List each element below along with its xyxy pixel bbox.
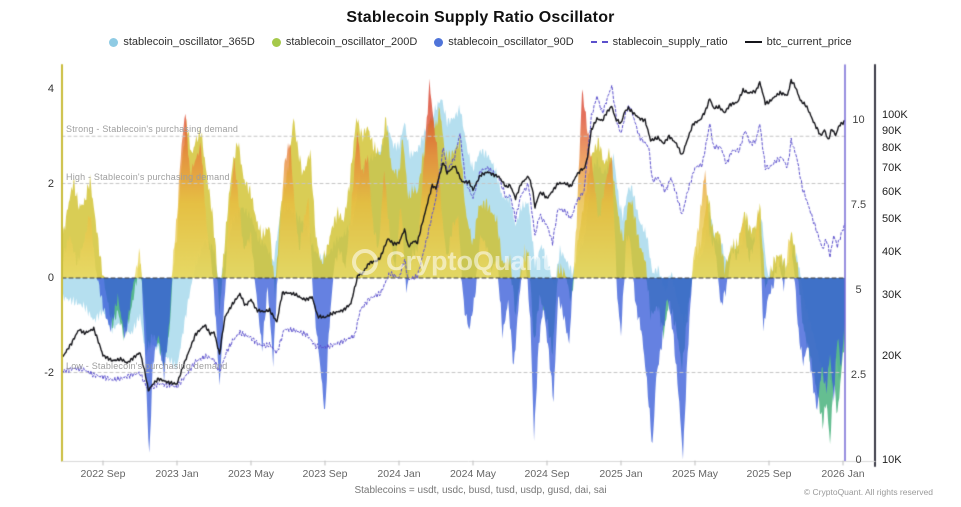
y-axis-tick-price: 50K [882,212,902,225]
legend-swatch-dot-icon [271,37,281,47]
x-axis-tick: 2024 Sep [524,468,570,480]
y-axis-tick-left: 0 [47,272,54,284]
x-axis-tick: 2024 Jan [377,468,421,480]
legend-label: stablecoin_oscillator_365D [123,36,255,48]
legend-label: stablecoin_oscillator_200D [285,36,418,48]
legend-swatch-dot-icon [434,37,444,47]
y-axis-tick-ratio: 7.5 [850,199,867,211]
x-axis-tick: 2023 May [227,468,275,480]
x-axis-tick: 2025 Jan [599,468,643,480]
legend-item-stablecoin_supply_ratio[interactable]: stablecoin_supply_ratio [590,36,728,48]
legend-item-btc_current_price[interactable]: btc_current_price [744,36,852,48]
threshold-label-high: High - Stablecoin's purchasing demand [66,171,230,182]
stablecoins-footnote: Stablecoins = usdt, usdc, busd, tusd, us… [354,485,607,496]
y-axis-tick-left: 4 [47,83,54,95]
y-axis-tick-price: 90K [882,124,902,137]
y-axis-tick-price: 60K [882,185,902,198]
legend-item-stablecoin_oscillator_365D[interactable]: stablecoin_oscillator_365D [109,36,255,48]
y-axis-tick-left: -2 [44,366,54,379]
legend-label: btc_current_price [766,36,852,48]
x-axis-tick: 2025 May [671,468,719,480]
y-axis-tick-price: 100K [882,109,908,121]
y-axis-tick-ratio: 5 [855,284,862,296]
legend-swatch-dash-icon [590,41,608,43]
x-axis-tick: 2025 Sep [746,468,792,480]
x-axis-tick: 2022 Sep [80,468,126,480]
copyright-text: © CryptoQuant. All rights reserved [803,487,933,497]
y-axis-tick-price: 20K [882,350,902,363]
threshold-label-low: Low - Stablecoin's purchasing demand [66,360,228,371]
legend-label: stablecoin_supply_ratio [612,36,728,48]
chart-legend: stablecoin_oscillator_365D stablecoin_osc… [0,36,961,48]
legend-item-stablecoin_oscillator_90D[interactable]: stablecoin_oscillator_90D [434,36,574,48]
legend-swatch-dot-icon [109,37,119,47]
y-axis-tick-price: 40K [882,246,902,259]
x-axis-tick: 2023 Jan [155,468,199,480]
y-axis-tick-left: 2 [47,177,54,190]
legend-swatch-line-icon [744,41,762,43]
y-axis-tick-price: 80K [882,142,902,155]
legend-label: stablecoin_oscillator_90D [448,36,574,48]
x-axis-tick: 2026 Jan [821,468,865,480]
threshold-label-strong: Strong - Stablecoin's purchasing demand [66,124,239,135]
x-axis-tick: 2024 May [449,468,497,480]
y-axis-tick-price: 30K [882,289,902,302]
chart-title: Stablecoin Supply Ratio Oscillator [346,9,615,26]
x-axis-tick: 2023 Sep [302,468,348,480]
legend-item-stablecoin_oscillator_200D[interactable]: stablecoin_oscillator_200D [271,36,418,48]
y-axis-tick-price: 10K [882,454,902,466]
y-axis-tick-ratio: 0 [855,454,862,466]
y-axis-tick-ratio: 10 [852,114,865,126]
y-axis-tick-price: 70K [882,162,902,175]
y-axis-tick-ratio: 2.5 [850,369,867,381]
